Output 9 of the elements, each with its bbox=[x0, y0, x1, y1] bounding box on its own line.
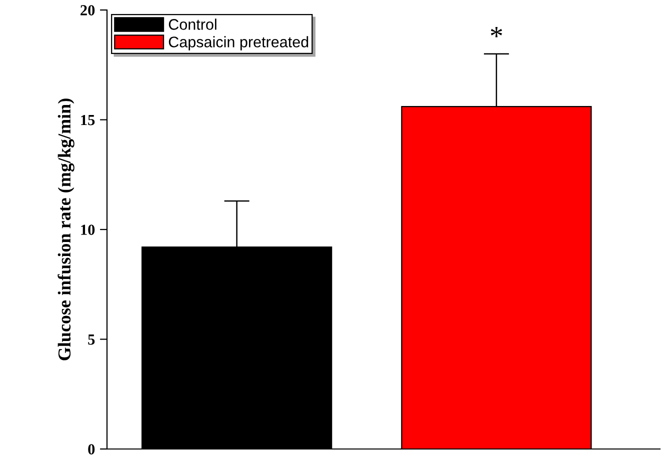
y-tick-label: 5 bbox=[88, 334, 95, 345]
legend-label: Control bbox=[168, 18, 216, 30]
legend-label: Capsaicin pretreated bbox=[168, 36, 308, 50]
y-tick-label: 0 bbox=[88, 444, 95, 454]
y-tick-label: 20 bbox=[80, 5, 95, 16]
y-tick-label: 10 bbox=[81, 224, 95, 235]
annotation: * bbox=[490, 27, 502, 38]
y-tick-label: 15 bbox=[81, 114, 95, 126]
y-axis-title: Glucose infusion rate (mg/kg/min) bbox=[58, 98, 74, 360]
